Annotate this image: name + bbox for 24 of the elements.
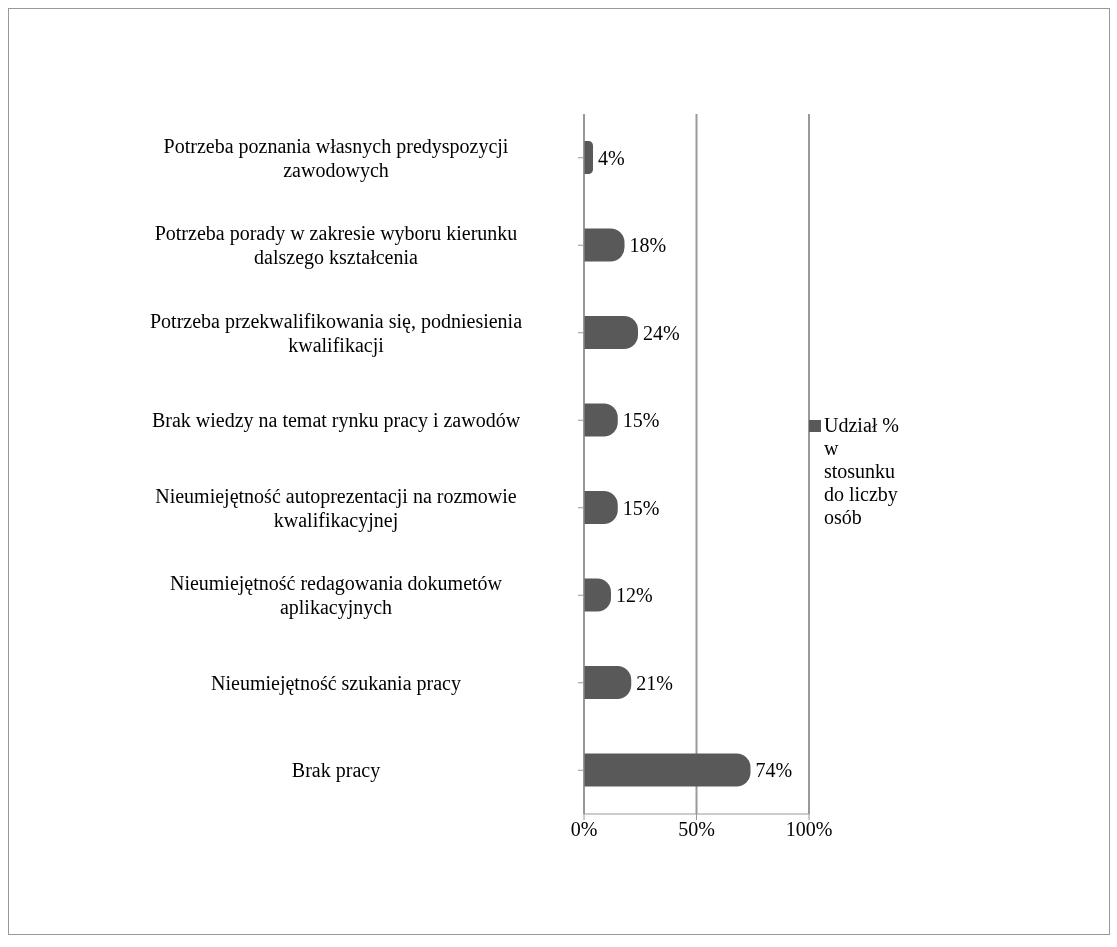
y-tick-label: Potrzeba przekwalifikowania się, podniesienia kwalifikacji <box>149 309 523 357</box>
y-tick-label: Nieumiejętność redagowania dokumetów aplikacyjnych <box>169 572 503 620</box>
data-label: 21% <box>636 671 673 694</box>
y-tick-label: Nieumiejętność szukania pracy <box>211 671 461 695</box>
y-tick-label: Brak wiedzy na temat rynku pracy i zawodów <box>151 409 521 433</box>
data-label: 15% <box>622 409 660 432</box>
y-tick-label: Potrzeba porady w zakresie wyboru kierunku dalszego kształcenia <box>154 222 518 270</box>
legend-label: Udział % w stosunku do liczby osób <box>824 414 900 529</box>
x-tick-label: 0% <box>570 818 598 841</box>
data-label: 12% <box>616 584 653 607</box>
bar <box>584 228 625 262</box>
x-tick-label: 50% <box>678 818 715 841</box>
bar <box>584 316 638 349</box>
data-label: 15% <box>622 496 660 519</box>
y-tick-label: Brak pracy <box>291 759 381 783</box>
bar <box>584 753 751 787</box>
bar <box>584 666 632 699</box>
data-label: 4% <box>598 146 625 169</box>
data-label: 74% <box>755 759 793 782</box>
x-tick-label: 100% <box>785 818 833 841</box>
data-label: 18% <box>629 234 667 257</box>
y-tick-label: Nieumiejętność autoprezentacji na rozmowie kwalifikacyjnej <box>155 484 517 532</box>
data-label: 24% <box>643 321 680 344</box>
y-tick-label: Potrzeba poznania własnych predyspozycji zawodowych <box>163 134 509 182</box>
